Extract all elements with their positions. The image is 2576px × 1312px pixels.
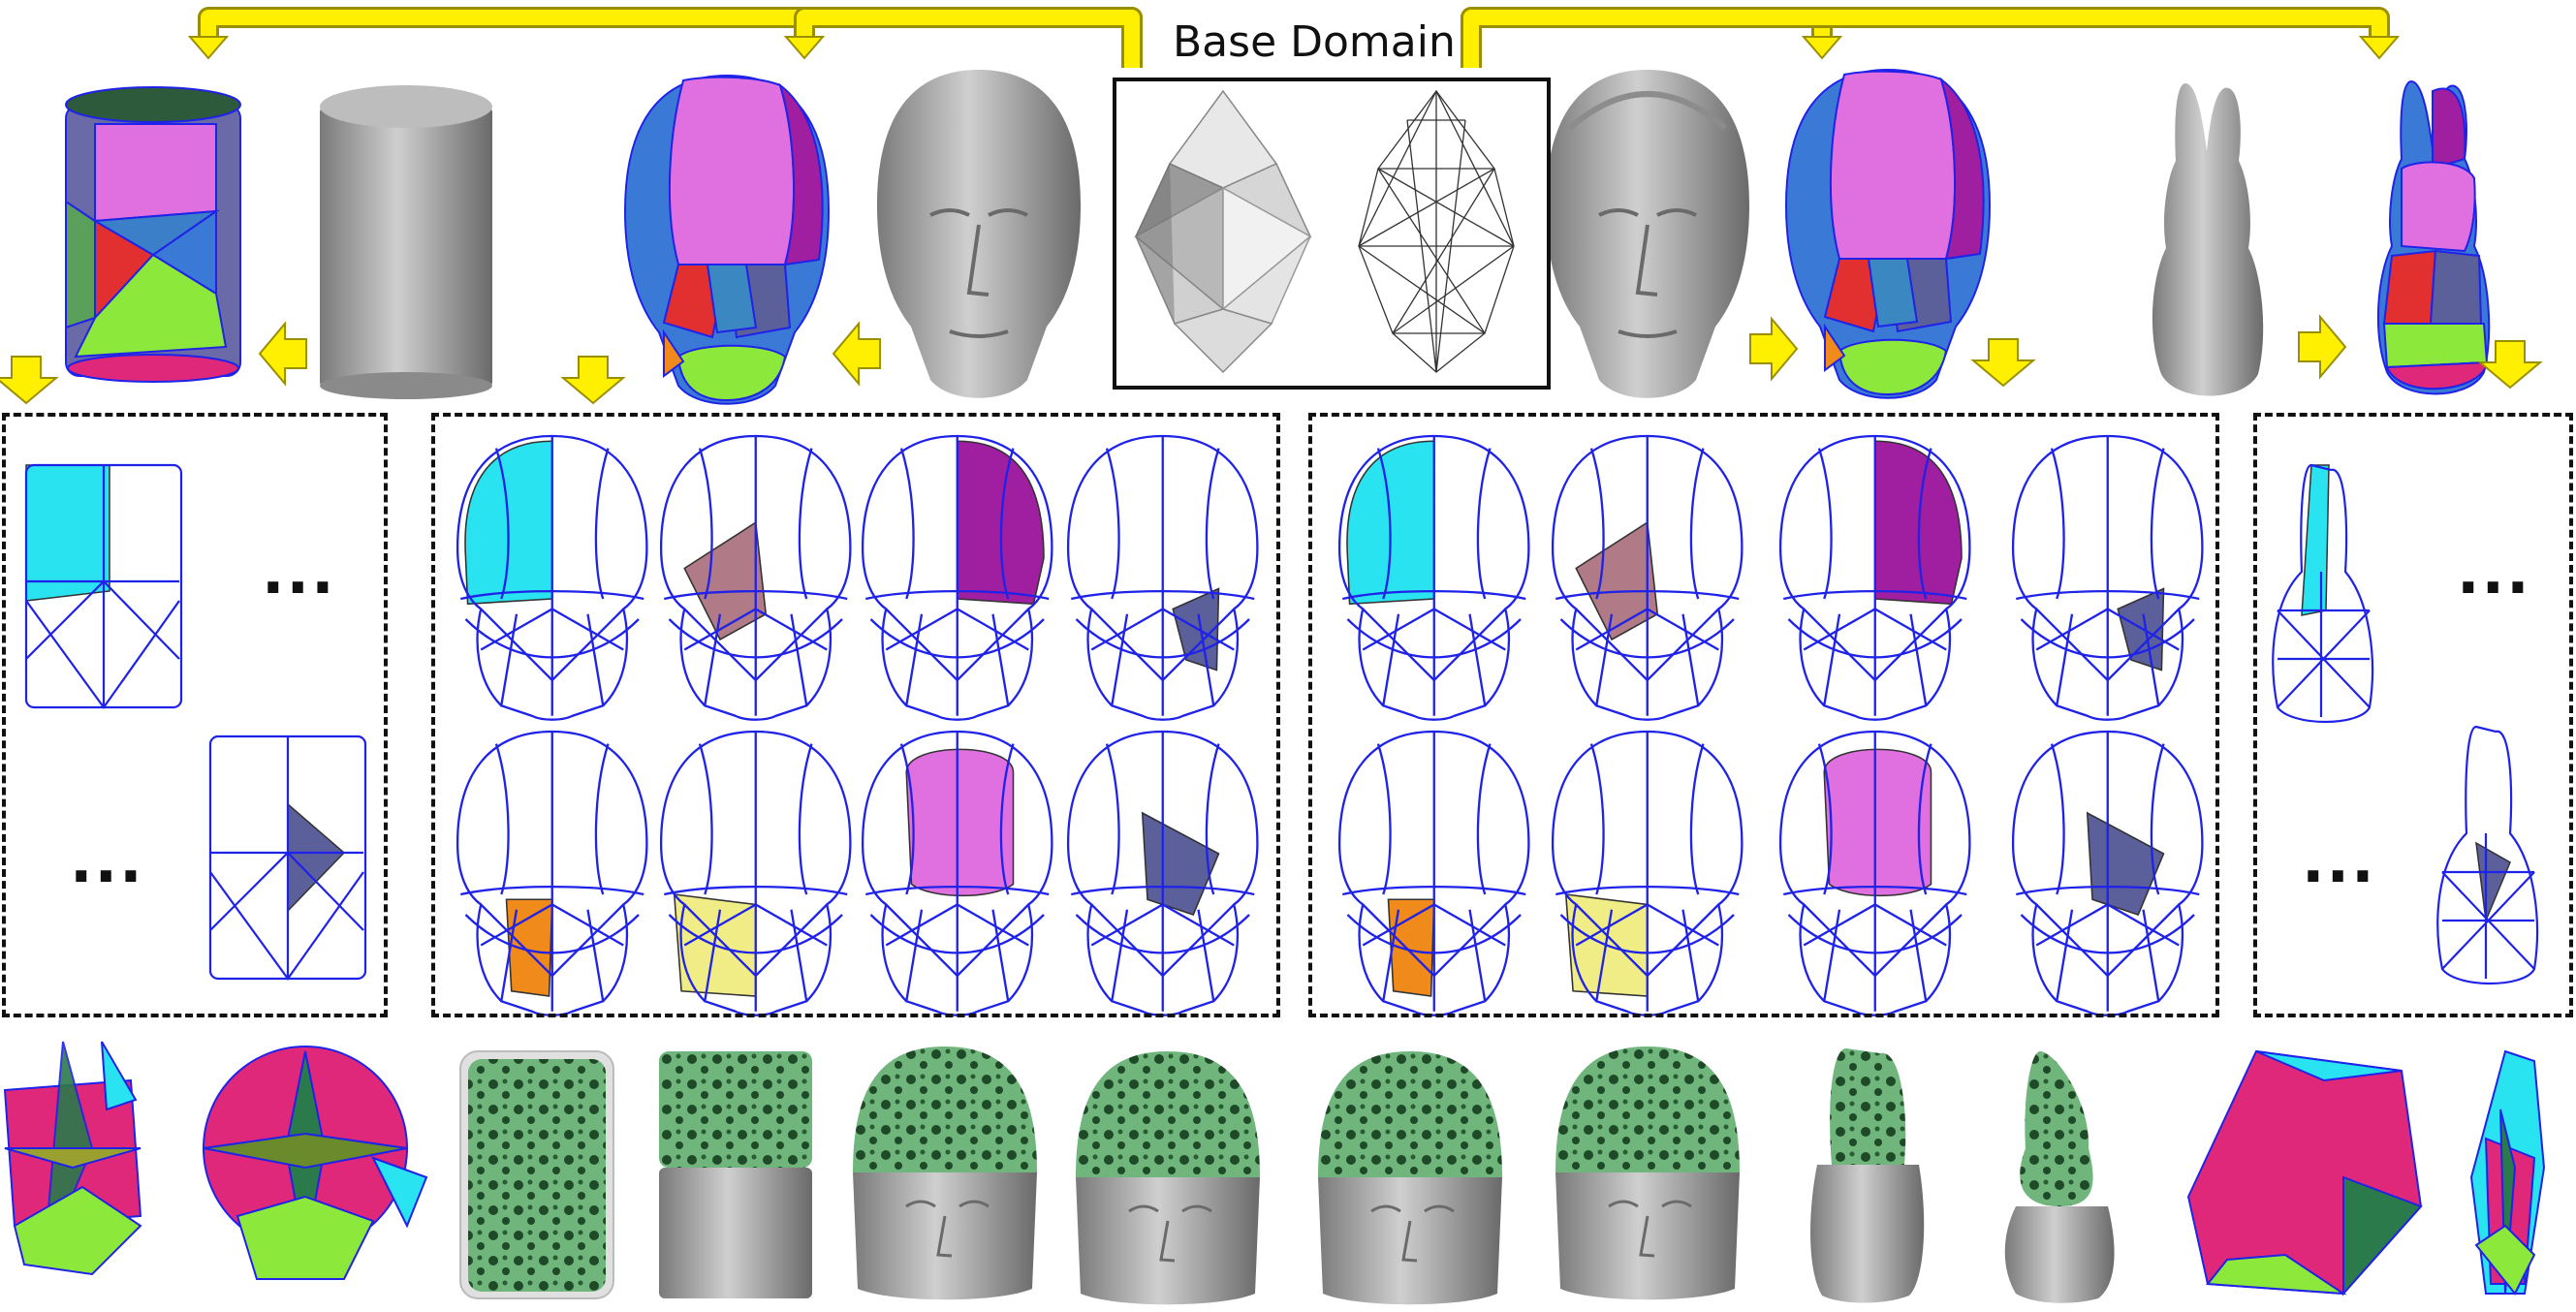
base-domain-wireframe xyxy=(1358,89,1515,373)
top-row xyxy=(0,68,2543,405)
arrow-right-igea xyxy=(1749,316,1799,382)
base-domain-title: Base Domain xyxy=(1173,17,1456,67)
igea-patch-7 xyxy=(1778,730,1971,1016)
connector-arrowhead-4 xyxy=(2358,36,2401,60)
max-planck-patch-5 xyxy=(456,730,648,1016)
igea-patch-5 xyxy=(1337,730,1530,1016)
ellipsis-bunny-bottom: ... xyxy=(2302,826,2376,896)
max-planck-patch-8 xyxy=(1066,730,1259,1016)
exploded-cylinder-patches xyxy=(3,1041,142,1276)
connector-arrowhead-2 xyxy=(783,36,826,60)
lattice-max-planck-2 xyxy=(1076,1051,1260,1305)
panel-cylinder-patches xyxy=(2,413,388,1017)
panel-igea-patches xyxy=(1308,413,2219,1017)
segmented-max-planck-head xyxy=(623,74,831,405)
gray-igea-head xyxy=(1546,70,1749,398)
igea-patch-1 xyxy=(1337,434,1530,721)
arrow-down-igea xyxy=(1970,338,2036,388)
exploded-bunny-patches-small xyxy=(2469,1049,2546,1296)
connector-to-bunny xyxy=(1463,10,2387,68)
arrow-down-max-planck xyxy=(560,356,626,405)
connector-to-max-planck xyxy=(797,10,1140,68)
connector-arrowhead-3 xyxy=(1801,36,1843,60)
gray-bunny xyxy=(2152,83,2264,396)
cylinder-patch-bottom xyxy=(208,734,367,981)
max-planck-patch-7 xyxy=(861,730,1053,1016)
patch-panels xyxy=(24,434,2539,1016)
arrow-right-bunny xyxy=(2298,314,2347,380)
lattice-bunny-2 xyxy=(2004,1051,2115,1303)
base-domain-solid xyxy=(1134,89,1312,374)
arrow-left-cylinder xyxy=(258,321,307,387)
max-planck-patch-1 xyxy=(456,434,648,721)
lattice-igea-2 xyxy=(1555,1046,1740,1300)
max-planck-patch-4 xyxy=(1066,434,1259,721)
gray-max-planck-head xyxy=(877,70,1081,398)
top-connector-arrows xyxy=(187,7,2401,68)
base-domain-polyhedra xyxy=(1134,89,1515,374)
igea-patch-3 xyxy=(1778,434,1971,721)
connector-arrowhead-1 xyxy=(187,36,230,60)
arrow-left-max-planck xyxy=(832,321,881,387)
bunny-patch-bottom xyxy=(2436,725,2539,984)
base-domain-box xyxy=(1113,78,1551,390)
segmented-igea-head xyxy=(1784,68,1992,399)
bunny-patch-top xyxy=(2272,463,2374,723)
exploded-head-patches xyxy=(203,1046,428,1280)
max-planck-patch-3 xyxy=(861,434,1053,721)
exploded-bunny-patches-large xyxy=(2186,1049,2423,1296)
bottom-row xyxy=(3,1041,2546,1305)
gray-cylinder xyxy=(320,85,492,399)
arrow-down-cylinder xyxy=(0,356,59,405)
arrow-down-bunny xyxy=(2477,340,2543,390)
lattice-max-planck-1 xyxy=(853,1046,1037,1300)
ellipsis-cylinder-bottom: ... xyxy=(70,826,144,896)
ellipsis-bunny-top: ... xyxy=(2457,537,2531,608)
segmented-bunny xyxy=(2376,79,2491,395)
lattice-cylinder-half xyxy=(659,1051,812,1298)
max-planck-patch-2 xyxy=(659,434,852,721)
panel-max-planck-patches xyxy=(431,413,1280,1017)
panel-bunny-patches xyxy=(2253,413,2573,1017)
cylinder-patch-top xyxy=(24,463,183,709)
lattice-bunny-1 xyxy=(1810,1048,1925,1303)
lattice-cylinder-full xyxy=(459,1050,614,1299)
igea-patch-2 xyxy=(1551,434,1744,721)
max-planck-patch-6 xyxy=(659,730,852,1016)
segmented-cylinder xyxy=(65,86,241,383)
igea-patch-6 xyxy=(1551,730,1744,1016)
igea-patch-4 xyxy=(2011,434,2204,721)
lattice-igea-1 xyxy=(1318,1051,1502,1305)
ellipsis-cylinder-top: ... xyxy=(262,537,336,608)
